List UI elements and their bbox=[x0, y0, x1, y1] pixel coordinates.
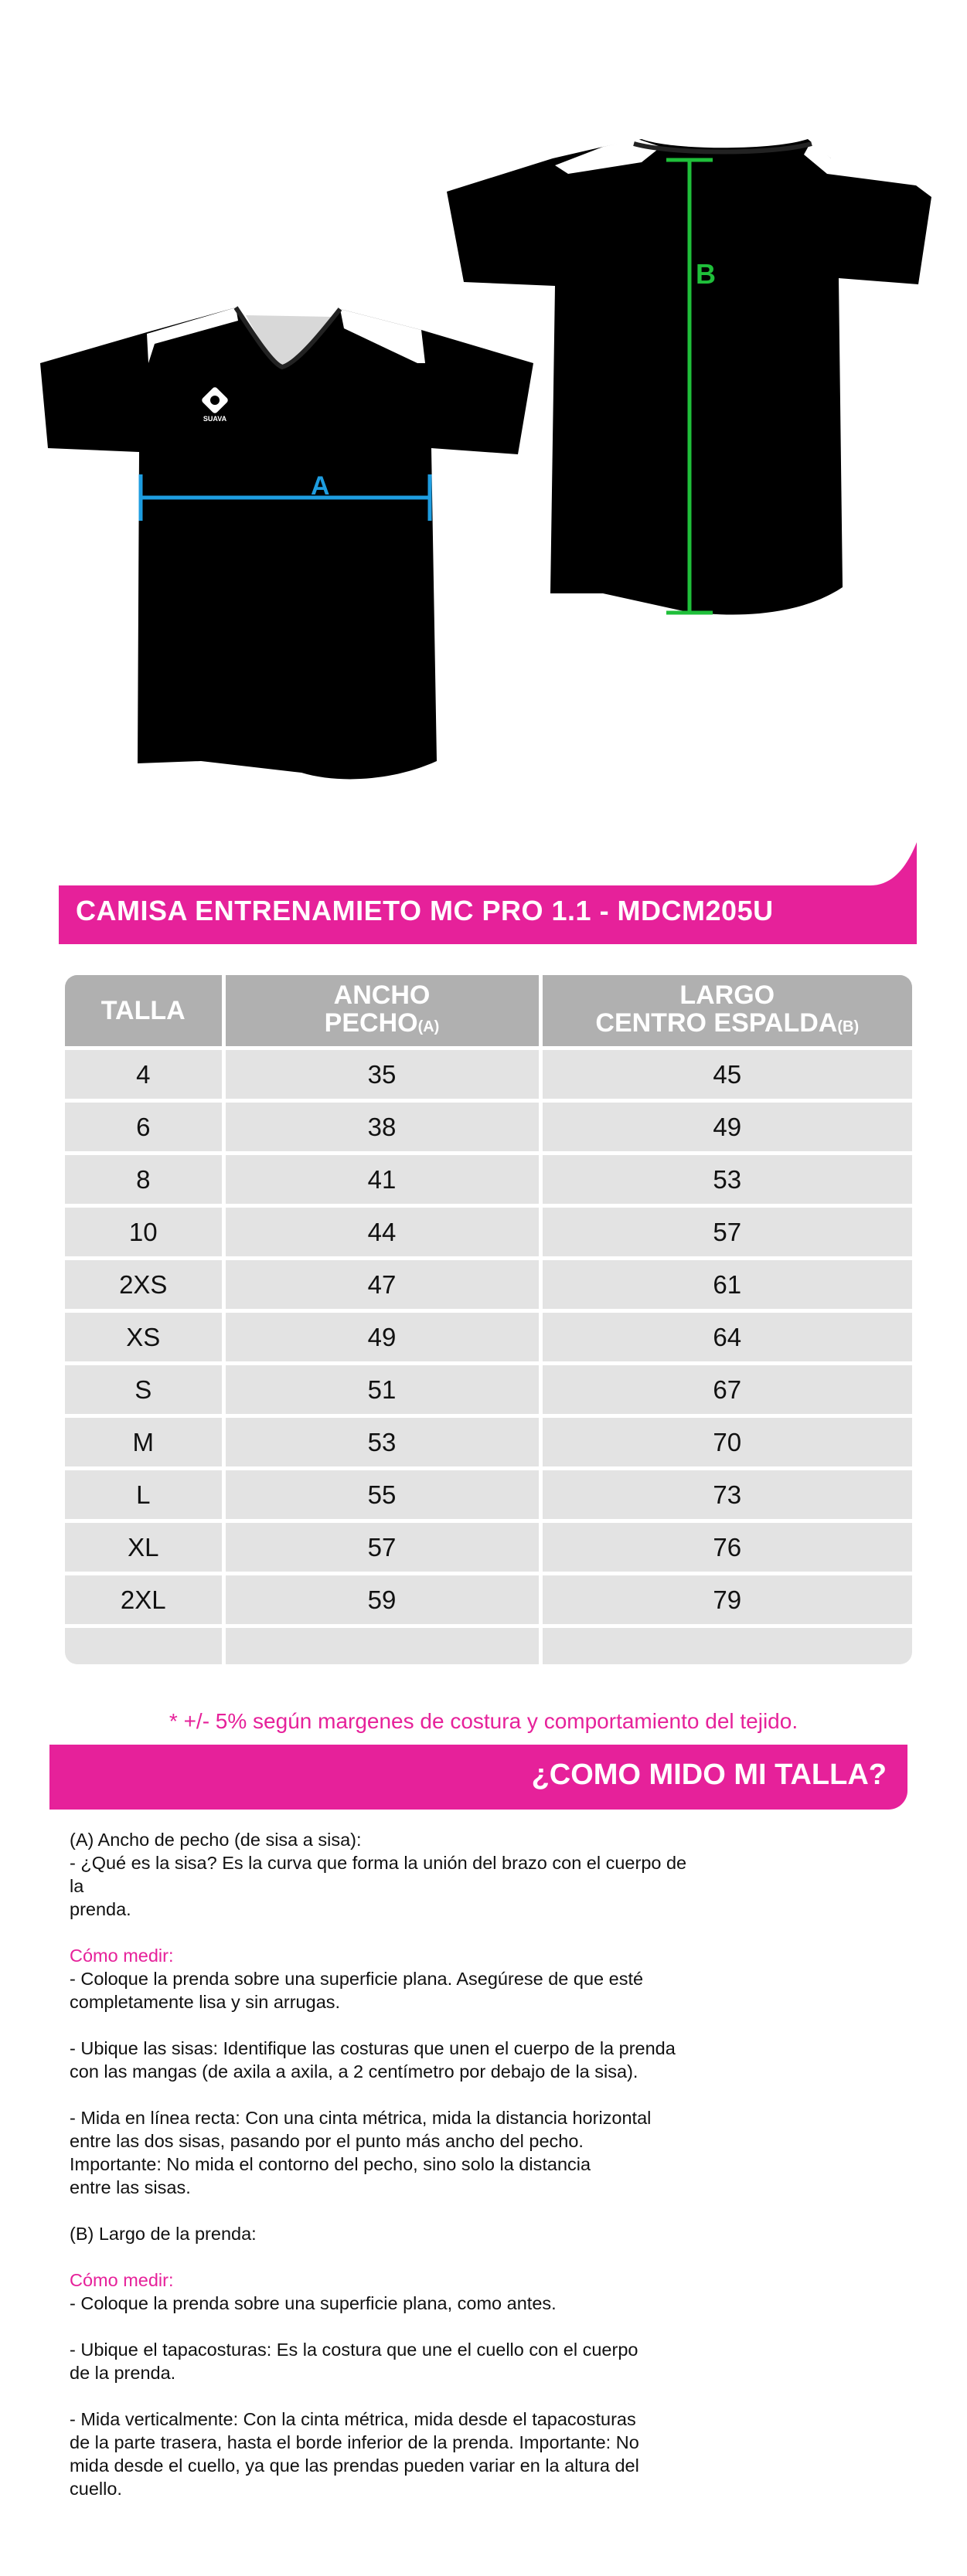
table-row: 2XS 47 61 bbox=[65, 1258, 912, 1313]
instruction-b-steps: Cómo medir: - Coloque la prenda sobre un… bbox=[70, 2270, 557, 2313]
como-medir-label: Cómo medir: bbox=[70, 2270, 174, 2290]
table-row: XS 49 64 bbox=[65, 1310, 912, 1365]
instructions: (A) Ancho de pecho (de sisa a sisa): - ¿… bbox=[70, 1828, 703, 2523]
brand-logo-icon: SUAVA bbox=[202, 387, 228, 423]
ancho-cell: 47 bbox=[223, 1258, 543, 1313]
talla-cell: XL bbox=[65, 1521, 226, 1575]
table-row: M 53 70 bbox=[65, 1415, 912, 1470]
ancho-cell: 55 bbox=[223, 1468, 543, 1523]
measure-b-label: B bbox=[696, 258, 716, 290]
ancho-cell: 57 bbox=[223, 1521, 543, 1575]
header-talla: TALLA bbox=[65, 975, 226, 1050]
ancho-cell: 41 bbox=[223, 1153, 543, 1208]
largo-cell: 53 bbox=[540, 1153, 912, 1208]
ancho-cell: 59 bbox=[223, 1573, 543, 1628]
largo-cell: 76 bbox=[540, 1521, 912, 1575]
ancho-cell bbox=[223, 1626, 543, 1664]
front-shirt bbox=[40, 306, 533, 780]
instruction-a-heading: (A) Ancho de pecho (de sisa a sisa): - ¿… bbox=[70, 1830, 687, 1919]
size-table: TALLA ANCHO PECHO(A) LARGO CENTRO ESPALD… bbox=[65, 975, 912, 1664]
talla-cell: 2XS bbox=[65, 1258, 226, 1313]
table-row: S 51 67 bbox=[65, 1363, 912, 1418]
largo-cell: 49 bbox=[540, 1100, 912, 1155]
title-band bbox=[59, 842, 917, 944]
largo-cell: 45 bbox=[540, 1048, 912, 1103]
largo-cell: 64 bbox=[540, 1310, 912, 1365]
table-row: XL 57 76 bbox=[65, 1521, 912, 1575]
instruction-a-step2: - Ubique las sisas: Identifique las cost… bbox=[70, 2038, 676, 2082]
table-row: 8 41 53 bbox=[65, 1153, 912, 1208]
table-row: 4 35 45 bbox=[65, 1048, 912, 1103]
table-row bbox=[65, 1626, 912, 1665]
ancho-cell: 35 bbox=[223, 1048, 543, 1103]
largo-cell: 67 bbox=[540, 1363, 912, 1418]
ancho-cell: 44 bbox=[223, 1205, 543, 1260]
svg-text:SUAVA: SUAVA bbox=[203, 415, 227, 423]
talla-cell: M bbox=[65, 1415, 226, 1470]
talla-cell: 8 bbox=[65, 1153, 226, 1208]
page-title: CAMISA ENTRENAMIETO MC PRO 1.1 - MDCM205… bbox=[76, 895, 774, 926]
talla-cell: 6 bbox=[65, 1100, 226, 1155]
talla-cell: L bbox=[65, 1468, 226, 1523]
ancho-cell: 49 bbox=[223, 1310, 543, 1365]
talla-cell: 4 bbox=[65, 1048, 226, 1103]
instruction-a-steps: Cómo medir: - Coloque la prenda sobre un… bbox=[70, 1946, 644, 2012]
instruction-b-step2: - Ubique el tapacosturas: Es la costura … bbox=[70, 2340, 638, 2383]
largo-cell: 79 bbox=[540, 1573, 912, 1628]
talla-cell: S bbox=[65, 1363, 226, 1418]
talla-cell: 10 bbox=[65, 1205, 226, 1260]
how-to-measure-title: ¿COMO MIDO MI TALLA? bbox=[531, 1759, 887, 1791]
largo-cell: 73 bbox=[540, 1468, 912, 1523]
table-row: L 55 73 bbox=[65, 1468, 912, 1523]
talla-cell: XS bbox=[65, 1310, 226, 1365]
talla-cell bbox=[65, 1626, 226, 1664]
como-medir-label: Cómo medir: bbox=[70, 1946, 174, 1966]
table-row: 10 44 57 bbox=[65, 1205, 912, 1260]
header-ancho-pecho: ANCHO PECHO(A) bbox=[223, 975, 543, 1050]
ancho-cell: 38 bbox=[223, 1100, 543, 1155]
largo-cell: 70 bbox=[540, 1415, 912, 1470]
talla-cell: 2XL bbox=[65, 1573, 226, 1628]
table-row: 2XL 59 79 bbox=[65, 1573, 912, 1628]
header-largo-centro-espalda: LARGO CENTRO ESPALDA(B) bbox=[540, 975, 912, 1050]
shirt-illustrations: B SUAVA A bbox=[40, 139, 931, 780]
instruction-b-heading: (B) Largo de la prenda: bbox=[70, 2224, 257, 2244]
largo-cell: 61 bbox=[540, 1258, 912, 1313]
instruction-b-step3: - Mida verticalmente: Con la cinta métri… bbox=[70, 2409, 639, 2499]
measure-a-label: A bbox=[311, 471, 330, 501]
table-row: 6 38 49 bbox=[65, 1100, 912, 1155]
largo-cell bbox=[540, 1626, 912, 1665]
how-to-measure-band bbox=[49, 1745, 907, 1810]
ancho-cell: 53 bbox=[223, 1415, 543, 1470]
largo-cell: 57 bbox=[540, 1205, 912, 1260]
tolerance-note: * +/- 5% según margenes de costura y com… bbox=[169, 1709, 798, 1733]
instruction-a-step3: - Mida en línea recta: Con una cinta mét… bbox=[70, 2108, 652, 2197]
ancho-cell: 51 bbox=[223, 1363, 543, 1418]
